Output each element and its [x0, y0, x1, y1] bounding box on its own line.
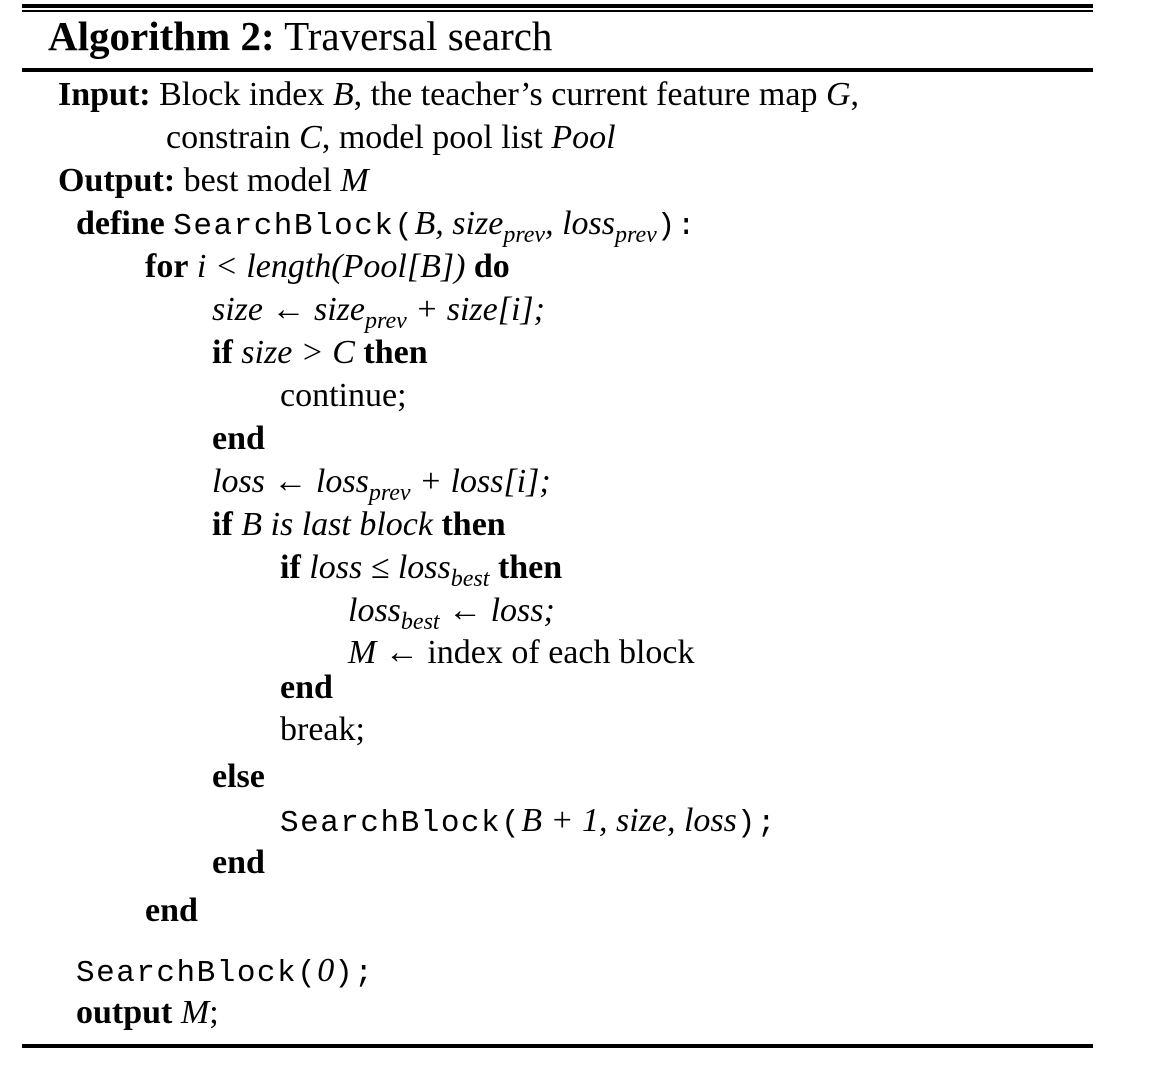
m-assign-line: M ← index of each block	[348, 633, 695, 673]
input-text: , the teacher’s current feature map	[353, 76, 826, 113]
then-keyword: then	[497, 549, 563, 586]
if-keyword: if	[212, 506, 233, 543]
output-text: best model	[175, 162, 341, 199]
subscript: best	[400, 609, 440, 635]
paren: );	[334, 956, 375, 991]
input-line-1: Input: Block index B, the teacher’s curr…	[58, 75, 859, 115]
func-name: SearchBlock	[280, 806, 502, 841]
paren: );	[736, 806, 778, 841]
func-name: SearchBlock	[173, 209, 395, 244]
if-expr: loss ≤ loss	[309, 549, 451, 586]
if-expr: B is last block	[241, 506, 433, 543]
args: B + 1, size, loss	[521, 802, 737, 839]
lossbest-lhs: loss	[348, 592, 401, 629]
args: B, size	[414, 205, 504, 242]
size-line: size ← sizeprev + size[i];	[212, 290, 545, 333]
subscript: best	[450, 566, 490, 592]
if-loss-line: if loss ≤ lossbest then	[280, 548, 563, 591]
subscript: prev	[615, 222, 657, 248]
end-line-2: end	[280, 669, 333, 706]
else-line: else	[212, 758, 265, 795]
end-line-4: end	[145, 892, 198, 929]
then-keyword: then	[363, 334, 428, 371]
top-rule-thin	[22, 10, 1093, 12]
var-M: M	[348, 634, 377, 671]
do-keyword: do	[473, 248, 510, 285]
size-lhs: size ← size	[212, 291, 365, 328]
algorithm-label: Algorithm 2:	[48, 13, 275, 59]
algorithm-title: Traversal search	[284, 13, 553, 59]
loss-line: loss ← lossprev + loss[i];	[212, 462, 551, 505]
define-keyword: define	[76, 205, 165, 242]
for-keyword: for	[145, 248, 189, 285]
var-Pool: Pool	[551, 119, 616, 156]
output-keyword: output	[76, 994, 173, 1031]
lossbest-rhs: ← loss;	[439, 592, 555, 629]
if-keyword: if	[212, 334, 233, 371]
loss-lhs: loss ← loss	[212, 463, 369, 500]
input-label: Input:	[58, 76, 151, 113]
end-line-3: end	[212, 844, 265, 881]
output-line: output M;	[76, 993, 219, 1033]
input-text: constrain	[166, 119, 300, 156]
output-label: Output:	[58, 162, 176, 199]
define-line: define SearchBlock(B, sizeprev, lossprev…	[76, 204, 697, 247]
bottom-rule	[22, 1044, 1093, 1048]
end-line-1: end	[212, 420, 265, 457]
paren: (	[501, 806, 522, 841]
subscript: prev	[368, 480, 411, 506]
if-keyword: if	[280, 549, 301, 586]
var-C: C	[299, 119, 322, 156]
input-text: , model pool list	[321, 119, 552, 156]
var-G: G	[825, 76, 851, 113]
paren: (	[297, 956, 318, 991]
continue-line: continue;	[280, 377, 407, 414]
var-M: M	[180, 994, 210, 1031]
m-assign-rest: ← index of each block	[376, 634, 695, 671]
for-line: for i < length(Pool[B]) do	[145, 247, 510, 287]
semicolon: ;	[209, 994, 219, 1031]
algorithm-caption: Algorithm 2: Traversal search	[48, 13, 552, 59]
paren: ):	[656, 209, 697, 244]
paren: (	[394, 209, 415, 244]
output-spec-line: Output: best model M	[58, 161, 369, 201]
top-rule-thick	[22, 4, 1093, 8]
func-name: SearchBlock	[76, 956, 298, 991]
input-text: ,	[850, 76, 860, 113]
args: , loss	[545, 205, 615, 242]
input-text: Block index	[150, 76, 333, 113]
input-line-2: constrain C, model pool list Pool	[166, 118, 616, 158]
size-rhs: + size[i];	[406, 291, 545, 328]
var-B: B	[332, 76, 354, 113]
then-keyword: then	[441, 506, 506, 543]
for-expr: i < length(Pool[B])	[196, 248, 466, 285]
args: 0	[317, 952, 335, 989]
call-line: SearchBlock(0);	[76, 951, 374, 991]
if-last-line: if B is last block then	[212, 505, 506, 545]
if-size-line: if size > C then	[212, 333, 428, 373]
subscript: prev	[365, 308, 407, 334]
var-M: M	[340, 162, 369, 199]
if-expr: size > C	[241, 334, 355, 371]
caption-rule	[22, 68, 1093, 72]
lossbest-line: lossbest ← loss;	[348, 591, 555, 634]
break-line: break;	[280, 711, 365, 748]
loss-rhs: + loss[i];	[410, 463, 551, 500]
subscript: prev	[503, 222, 546, 248]
recurse-line: SearchBlock(B + 1, size, loss);	[280, 801, 777, 841]
